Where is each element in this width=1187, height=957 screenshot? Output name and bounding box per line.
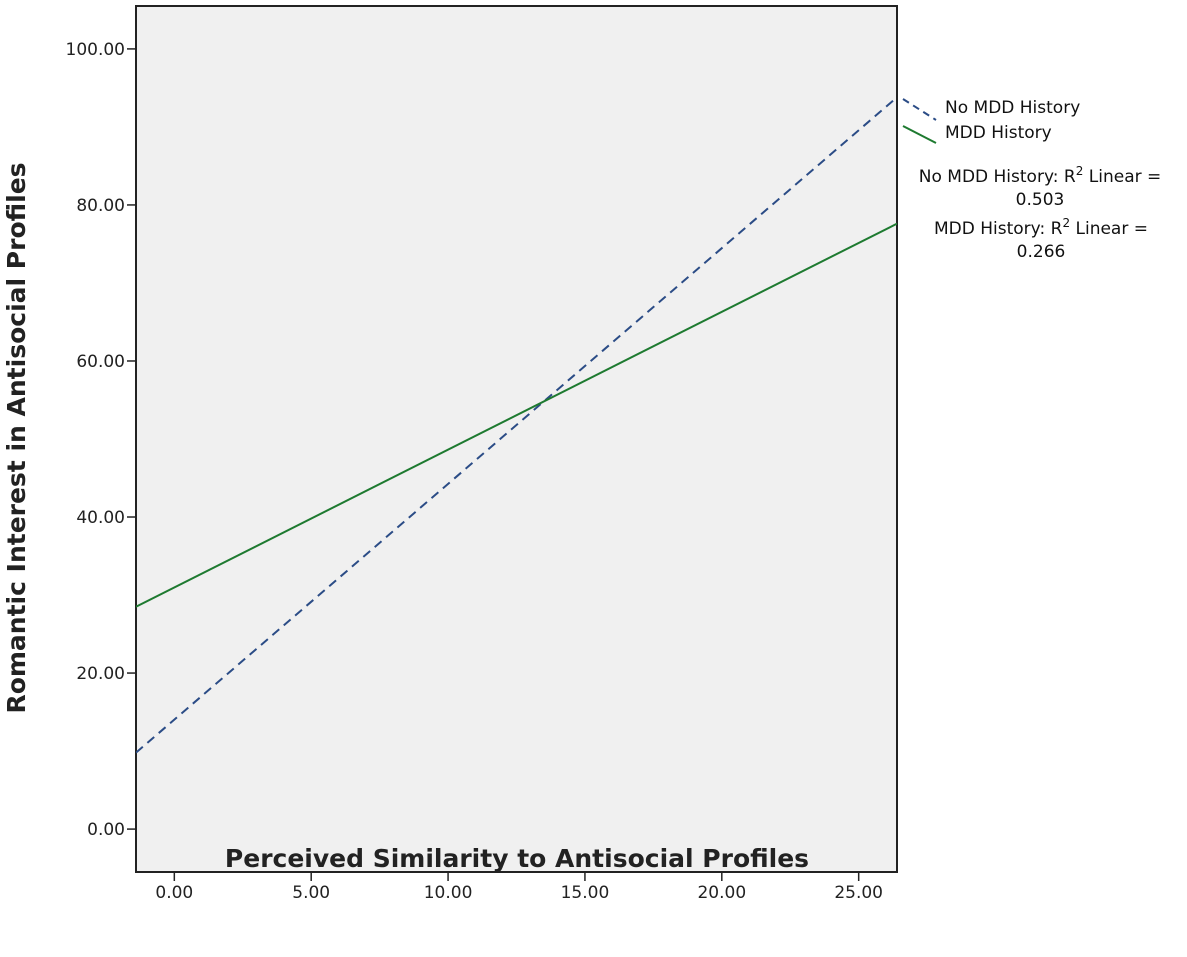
y-tick-label: 60.00 bbox=[76, 352, 125, 372]
y-tick-label: 40.00 bbox=[76, 508, 125, 528]
y-tick-label: 100.00 bbox=[66, 40, 125, 60]
y-axis: 0.00 20.00 40.00 60.00 80.00 100.00 bbox=[66, 40, 136, 840]
fit-lines bbox=[136, 96, 897, 754]
legend-label-no-mdd-history: No MDD History bbox=[945, 98, 1080, 118]
x-tick-label: 15.00 bbox=[561, 883, 610, 903]
r2-label-mdd-history: MDD History: R2 Linear = bbox=[934, 216, 1148, 239]
x-tick-label: 25.00 bbox=[834, 883, 883, 903]
x-tick-label: 10.00 bbox=[424, 883, 473, 903]
fit-line-no-mdd-history bbox=[136, 96, 897, 754]
plot-area bbox=[135, 5, 898, 873]
legend-label-mdd-history: MDD History bbox=[945, 123, 1052, 143]
x-axis-title: Perceived Similarity to Antisocial Profi… bbox=[225, 844, 809, 873]
r2-label-no-mdd-history: No MDD History: R2 Linear = bbox=[919, 164, 1162, 187]
fit-line-mdd-history bbox=[136, 222, 897, 608]
legend-swatch-mdd-history bbox=[902, 125, 937, 144]
y-axis-title: Romantic Interest in Antisocial Profiles bbox=[2, 162, 31, 713]
x-tick-label: 0.00 bbox=[155, 883, 193, 903]
x-tick-label: 5.00 bbox=[292, 883, 330, 903]
y-tick-label: 80.00 bbox=[76, 196, 125, 216]
legend-swatch-no-mdd-history bbox=[902, 98, 937, 121]
r2-value-no-mdd-history: 0.503 bbox=[1016, 190, 1065, 210]
x-axis: 0.00 5.00 10.00 15.00 20.00 25.00 bbox=[155, 872, 883, 903]
legend: No MDD History MDD History bbox=[902, 98, 1080, 144]
y-tick-label: 0.00 bbox=[87, 820, 125, 840]
r2-annotations: No MDD History: R2 Linear = 0.503 MDD Hist… bbox=[919, 164, 1162, 262]
y-tick-label: 20.00 bbox=[76, 664, 125, 684]
r2-value-mdd-history: 0.266 bbox=[1017, 242, 1066, 262]
x-tick-label: 20.00 bbox=[697, 883, 746, 903]
